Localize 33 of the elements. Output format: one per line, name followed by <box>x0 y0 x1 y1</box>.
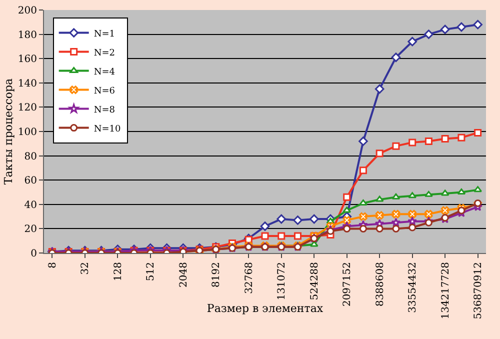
x-tick-label: 524288 <box>309 262 320 300</box>
x-axis-title: Размер в элементах <box>206 302 324 316</box>
x-tick-label: 131072 <box>276 262 288 300</box>
legend-label: N=4 <box>94 67 116 78</box>
y-tick-label: 180 <box>18 30 37 41</box>
legend-label: N=2 <box>94 48 115 58</box>
x-tick-label: 128 <box>112 262 124 282</box>
y-axis-title: Такты процессора <box>2 78 15 185</box>
x-tick-label: 8 <box>47 262 58 268</box>
y-tick-label: 20 <box>24 224 37 236</box>
y-tick-label: 40 <box>24 200 37 211</box>
legend-label: N=10 <box>94 124 121 134</box>
x-tick-label: 8192 <box>211 262 222 288</box>
y-tick-label: 80 <box>24 151 37 162</box>
y-tick-label: 200 <box>18 6 37 16</box>
y-tick-label: 140 <box>18 78 37 90</box>
x-tick-label: 512 <box>146 262 157 282</box>
y-tick-label: 160 <box>18 54 37 66</box>
x-tick-label: 8388608 <box>374 262 386 307</box>
legend-label: N=1 <box>94 29 115 40</box>
y-tick-label: 60 <box>24 176 37 187</box>
x-tick-label: 33554432 <box>408 262 419 313</box>
x-tick-label: 2048 <box>178 262 190 288</box>
legend-label: N=6 <box>94 86 116 96</box>
y-tick-label: 120 <box>18 102 37 114</box>
y-tick-label: 0 <box>30 248 37 260</box>
x-tick-label: 32768 <box>244 262 255 294</box>
legend-label: N=8 <box>94 105 116 116</box>
y-tick-label: 100 <box>18 127 37 138</box>
x-tick-label: 536870912 <box>473 262 484 320</box>
x-tick-label: 32 <box>80 262 92 275</box>
x-tick-label: 134217728 <box>440 262 452 320</box>
x-tick-label: 2097152 <box>342 262 354 307</box>
